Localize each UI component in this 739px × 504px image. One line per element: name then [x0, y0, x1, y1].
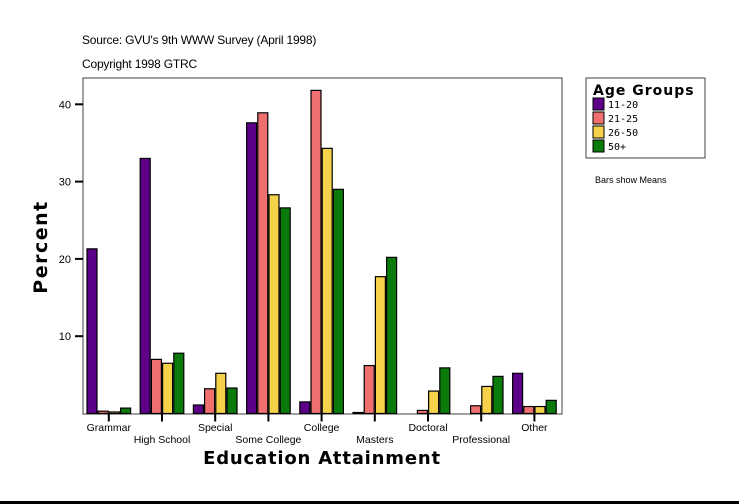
bar-50+ [439, 367, 451, 415]
y-tick-label: 30 [59, 177, 71, 189]
x-tick-label: Grammar [87, 422, 132, 434]
copyright-caption: Copyright 1998 GTRC [82, 57, 197, 71]
y-axis: 10 20 30 40 [59, 99, 83, 343]
bar-21-25 [416, 409, 428, 415]
bar-26-50 [321, 147, 333, 415]
x-tick-label: Special [198, 422, 232, 434]
bar-11-20 [139, 157, 151, 415]
bar-11-20 [246, 122, 258, 415]
legend-label: 50+ [608, 142, 626, 153]
source-caption: Source: GVU's 9th WWW Survey (April 1998… [82, 33, 317, 47]
bar-group-professional [470, 375, 504, 415]
x-tick-label: College [304, 422, 340, 434]
y-axis-title: Percent [30, 200, 52, 293]
legend-items: 11-20 21-25 26-50 50+ [592, 97, 638, 153]
bar-26-50 [162, 362, 174, 415]
bar-group-some-college [246, 112, 291, 415]
bar-group-special [192, 372, 238, 415]
bar-50+ [226, 387, 238, 415]
legend: Age Groups 11-20 21-25 26-50 50+ [585, 77, 706, 159]
bar-50+ [332, 188, 344, 415]
x-tick-label: High School [134, 434, 191, 446]
bar-50+ [173, 352, 185, 415]
legend-title: Age Groups [593, 83, 695, 99]
x-tick-label: Some College [235, 434, 301, 446]
bar-11-20 [86, 248, 98, 415]
x-tick-label: Professional [452, 434, 510, 446]
legend-label: 11-20 [608, 100, 638, 111]
bar-11-20 [352, 411, 364, 415]
bar-50+ [119, 407, 132, 415]
legend-swatch-11-20 [592, 97, 605, 111]
legend-label: 21-25 [608, 114, 638, 125]
bars-show-means-note: Bars show Means [595, 175, 667, 185]
bar-21-25 [363, 364, 375, 415]
bar-group-high-school [139, 157, 185, 415]
bar-21-25 [310, 89, 322, 415]
legend-swatch-50+ [592, 139, 605, 153]
x-tick-label: Doctoral [408, 422, 447, 434]
bar-26-50 [428, 390, 440, 415]
bar-50+ [545, 399, 557, 415]
bar-21-25 [523, 405, 535, 415]
bar-50+ [279, 207, 291, 415]
y-tick-label: 10 [59, 331, 71, 343]
bar-26-50 [374, 276, 386, 415]
legend-swatch-26-50 [592, 125, 605, 139]
bar-21-25 [150, 358, 162, 415]
bar-26-50 [534, 405, 546, 415]
x-axis-title: Education Attainment [203, 448, 441, 469]
bar-26-50 [215, 372, 227, 415]
bar-50+ [386, 256, 398, 415]
y-tick-label: 40 [59, 99, 71, 111]
bar-group-college [299, 89, 344, 415]
bar-group-other [511, 372, 557, 415]
x-tick-label: Other [521, 422, 548, 434]
bar-group-grammar [86, 248, 132, 415]
bar-11-20 [192, 404, 204, 415]
x-tick-label: Masters [356, 434, 393, 446]
legend-swatch-21-25 [592, 111, 605, 125]
bar-21-25 [470, 405, 482, 415]
bar-group-masters [352, 256, 398, 415]
bar-26-50 [481, 385, 493, 415]
bar-26-50 [268, 194, 280, 415]
bar-11-20 [299, 401, 311, 415]
y-tick-label: 20 [59, 254, 71, 266]
bottom-rule [0, 501, 739, 504]
bar-group-doctoral [416, 367, 451, 415]
bar-21-25 [257, 112, 269, 415]
bar-21-25 [204, 388, 216, 415]
legend-label: 26-50 [608, 128, 638, 139]
bar-50+ [492, 375, 504, 415]
bar-series-group [86, 89, 557, 415]
legend-box [585, 77, 706, 159]
bar-11-20 [511, 372, 524, 415]
bar-26-50 [108, 411, 121, 415]
bar-21-25 [97, 410, 109, 415]
